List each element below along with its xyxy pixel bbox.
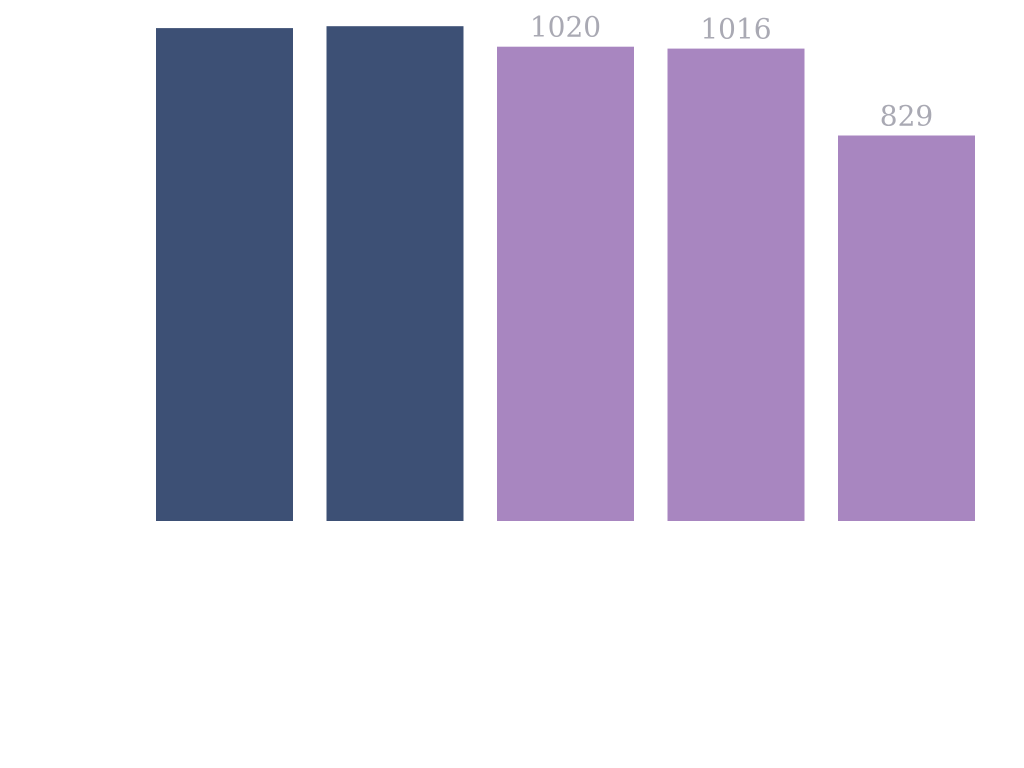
bar-2: [326, 26, 464, 521]
bar-value-label-5: 829: [880, 100, 933, 133]
bar-1: [156, 28, 293, 521]
bar-value-label-3: 1020: [530, 11, 601, 44]
bars-group: [156, 26, 975, 521]
bar-5: [838, 135, 975, 521]
bar-3: [497, 46, 634, 521]
bar-value-label-4: 1016: [700, 13, 771, 46]
data-labels-group: 1020 1016 829: [530, 11, 933, 133]
bar-4: [667, 48, 805, 521]
